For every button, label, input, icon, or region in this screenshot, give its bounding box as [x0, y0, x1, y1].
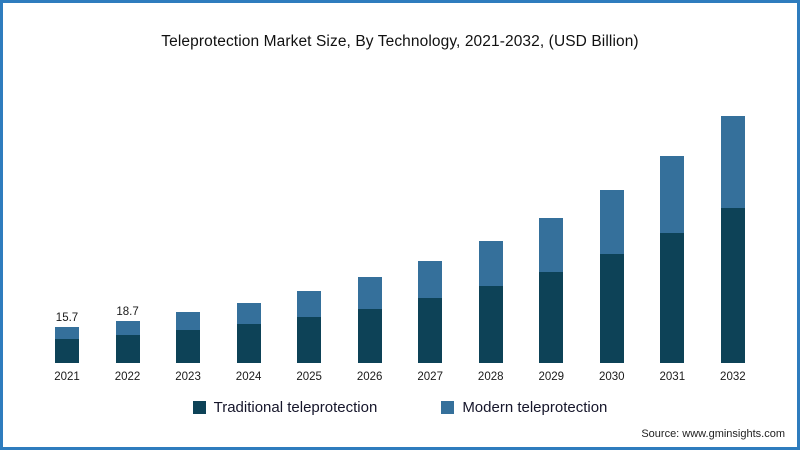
bars-container: 15.7 18.7	[39, 91, 761, 363]
stacked-bar	[176, 312, 201, 363]
legend-item-traditional: Traditional teleprotection	[192, 399, 378, 416]
bar-segment-traditional	[539, 271, 564, 363]
x-axis-label: 2028	[477, 371, 504, 383]
stacked-bar	[599, 189, 624, 363]
legend-label-modern: Modern teleprotection	[462, 399, 608, 416]
stacked-bar	[660, 156, 685, 363]
x-axis-label: 2022	[114, 371, 141, 383]
bar-group	[584, 189, 640, 363]
bar-group	[644, 156, 700, 363]
bar-segment-modern	[176, 312, 201, 330]
x-axis-label: 2029	[538, 371, 565, 383]
bar-segment-modern	[418, 260, 443, 299]
bar-group	[402, 260, 458, 363]
x-axis-label: 2021	[54, 371, 80, 383]
source-text: Source: www.gminsights.com	[641, 428, 785, 440]
bar-segment-modern	[478, 241, 503, 287]
bar-segment-traditional	[115, 334, 140, 363]
stacked-bar	[539, 217, 564, 363]
bar-group	[160, 312, 216, 363]
legend: Traditional teleprotection Modern telepr…	[3, 399, 797, 416]
bar-group	[705, 116, 761, 363]
bar-group	[523, 217, 579, 363]
stacked-bar	[115, 320, 140, 363]
bar-segment-traditional	[176, 329, 201, 363]
bar-segment-modern	[539, 217, 564, 272]
x-axis-label: 2023	[175, 371, 201, 383]
bar-segment-modern	[115, 320, 140, 335]
bar-group	[221, 302, 277, 363]
x-axis-label: 2032	[720, 371, 746, 383]
bar-segment-traditional	[236, 324, 261, 363]
bar-segment-modern	[599, 189, 624, 255]
bar-segment-modern	[357, 277, 382, 309]
bar-segment-traditional	[55, 339, 79, 363]
stacked-bar	[357, 277, 382, 363]
bar-value-label: 18.7	[116, 305, 139, 318]
stacked-bar	[297, 291, 322, 363]
bar-group: 18.7	[100, 306, 156, 363]
bar-segment-traditional	[418, 298, 443, 363]
plot-area: 15.7 18.7 2021 2022 2023 2024 2025 2026 2027 202…	[39, 91, 761, 383]
chart-title: Teleprotection Market Size, By Technolog…	[161, 33, 639, 50]
x-axis-label: 2024	[235, 371, 262, 383]
bar-segment-modern	[55, 327, 79, 340]
bar-segment-traditional	[720, 208, 745, 363]
legend-swatch-traditional-icon	[192, 401, 206, 414]
bar-segment-modern	[297, 291, 322, 317]
stacked-bar	[236, 302, 261, 363]
bar-value-label: 15.7	[55, 312, 79, 325]
x-axis: 2021 2022 2023 2024 2025 2026 2027 2028 2029 2030…	[39, 371, 761, 383]
stacked-bar	[55, 327, 79, 363]
bar-segment-traditional	[599, 254, 624, 363]
bar-group	[463, 241, 519, 363]
bar-segment-modern	[720, 116, 745, 209]
bar-group: 15.7	[39, 312, 95, 363]
x-axis-label: 2027	[417, 371, 443, 383]
x-axis-label: 2030	[598, 371, 625, 383]
x-axis-label: 2025	[296, 371, 322, 383]
bar-segment-traditional	[357, 308, 382, 363]
stacked-bar	[418, 260, 443, 363]
stacked-bar	[720, 116, 745, 363]
legend-item-modern: Modern teleprotection	[441, 399, 607, 416]
x-axis-label: 2031	[659, 371, 686, 383]
bar-segment-modern	[236, 302, 261, 324]
bar-segment-traditional	[297, 317, 322, 363]
bar-group	[342, 277, 398, 363]
legend-swatch-modern-icon	[441, 401, 455, 414]
bar-segment-traditional	[660, 233, 685, 363]
stacked-bar	[478, 241, 503, 363]
x-axis-label: 2026	[356, 371, 383, 383]
bar-group	[281, 291, 337, 363]
bar-segment-modern	[660, 156, 685, 234]
bar-segment-traditional	[478, 286, 503, 363]
legend-label-traditional: Traditional teleprotection	[213, 399, 378, 416]
